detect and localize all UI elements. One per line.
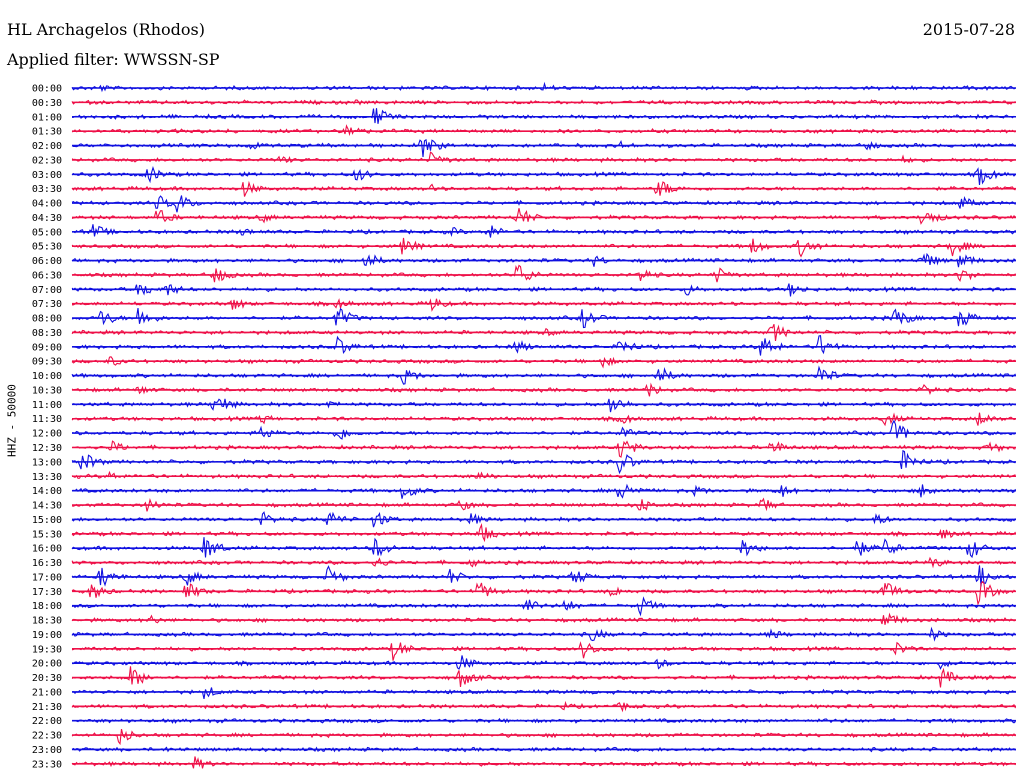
time-tick-label: 14:00 — [32, 486, 62, 497]
trace-0530 — [71, 237, 1016, 258]
time-tick-label: 01:00 — [32, 112, 62, 123]
trace-1930 — [71, 641, 1016, 661]
time-tick-label: 20:00 — [32, 659, 62, 670]
time-tick-label: 06:00 — [32, 256, 62, 267]
trace-1330 — [71, 470, 1016, 480]
time-tick-label: 15:00 — [32, 515, 62, 526]
time-tick-label: 19:30 — [32, 644, 62, 655]
trace-0200 — [71, 138, 1016, 158]
time-tick-label: 11:30 — [32, 414, 62, 425]
time-tick-label: 00:30 — [32, 98, 62, 109]
time-tick-label: 13:30 — [32, 472, 62, 483]
time-tick-label: 23:00 — [32, 745, 62, 756]
time-tick-label: 01:30 — [32, 127, 62, 138]
time-tick-label: 12:30 — [32, 443, 62, 454]
time-tick-label: 09:00 — [32, 342, 62, 353]
trace-0500 — [71, 224, 1016, 238]
time-tick-label: 22:00 — [32, 716, 62, 727]
time-tick-label: 08:00 — [32, 314, 62, 325]
time-tick-label: 03:00 — [32, 170, 62, 181]
time-tick-label: 19:00 — [32, 630, 62, 641]
trace-0630 — [71, 264, 1016, 283]
time-tick-label: 23:30 — [32, 759, 62, 770]
time-tick-label: 21:00 — [32, 687, 62, 698]
time-tick-label: 16:30 — [32, 558, 62, 569]
time-tick-label: 17:00 — [32, 572, 62, 583]
trace-2100 — [71, 687, 1016, 700]
trace-1730 — [71, 580, 1016, 607]
time-tick-label: 06:30 — [32, 270, 62, 281]
trace-1400 — [71, 483, 1016, 499]
date-label: 2015-07-28 — [922, 20, 1015, 39]
time-tick-label: 15:30 — [32, 529, 62, 540]
time-tick-label: 03:30 — [32, 184, 62, 195]
time-tick-label: 02:00 — [32, 141, 62, 152]
filter-label: Applied filter: WWSSN-SP — [7, 50, 220, 69]
time-tick-label: 09:30 — [32, 357, 62, 368]
trace-1530 — [71, 522, 1016, 543]
trace-2330 — [71, 756, 1016, 769]
time-tick-label: 12:00 — [32, 429, 62, 440]
time-tick-label: 00:00 — [32, 84, 62, 95]
trace-0430 — [71, 208, 1016, 225]
time-tick-label: 05:00 — [32, 227, 62, 238]
trace-1230 — [71, 440, 1016, 458]
time-tick-label: 07:00 — [32, 285, 62, 296]
time-tick-label: 05:30 — [32, 242, 62, 253]
trace-1600 — [71, 537, 1016, 559]
trace-1200 — [71, 419, 1016, 440]
trace-1100 — [71, 398, 1016, 413]
trace-0300 — [71, 166, 1016, 186]
time-tick-label: 11:00 — [32, 400, 62, 411]
time-tick-label: 21:30 — [32, 702, 62, 713]
time-tick-label: 07:30 — [32, 299, 62, 310]
time-tick-label: 10:00 — [32, 371, 62, 382]
time-tick-label: 18:30 — [32, 616, 62, 627]
time-tick-label: 02:30 — [32, 155, 62, 166]
trace-0900 — [71, 335, 1016, 356]
trace-2000 — [72, 655, 1016, 670]
trace-0400 — [71, 195, 1016, 213]
trace-1700 — [71, 565, 1016, 587]
trace-2230 — [71, 728, 1016, 746]
time-tick-label: 14:30 — [32, 501, 62, 512]
trace-0130 — [71, 124, 1016, 137]
time-tick-label: 22:30 — [32, 731, 62, 742]
time-tick-label: 04:00 — [32, 199, 62, 210]
time-tick-label: 17:30 — [32, 587, 62, 598]
time-tick-label: 04:30 — [32, 213, 62, 224]
time-tick-label: 18:00 — [32, 601, 62, 612]
time-tick-label: 20:30 — [32, 673, 62, 684]
time-tick-label: 08:30 — [32, 328, 62, 339]
time-tick-label: 16:00 — [32, 544, 62, 555]
time-tick-label: 10:30 — [32, 385, 62, 396]
time-tick-label: 13:00 — [32, 457, 62, 468]
station-title: HL Archagelos (Rhodos) — [7, 20, 205, 39]
